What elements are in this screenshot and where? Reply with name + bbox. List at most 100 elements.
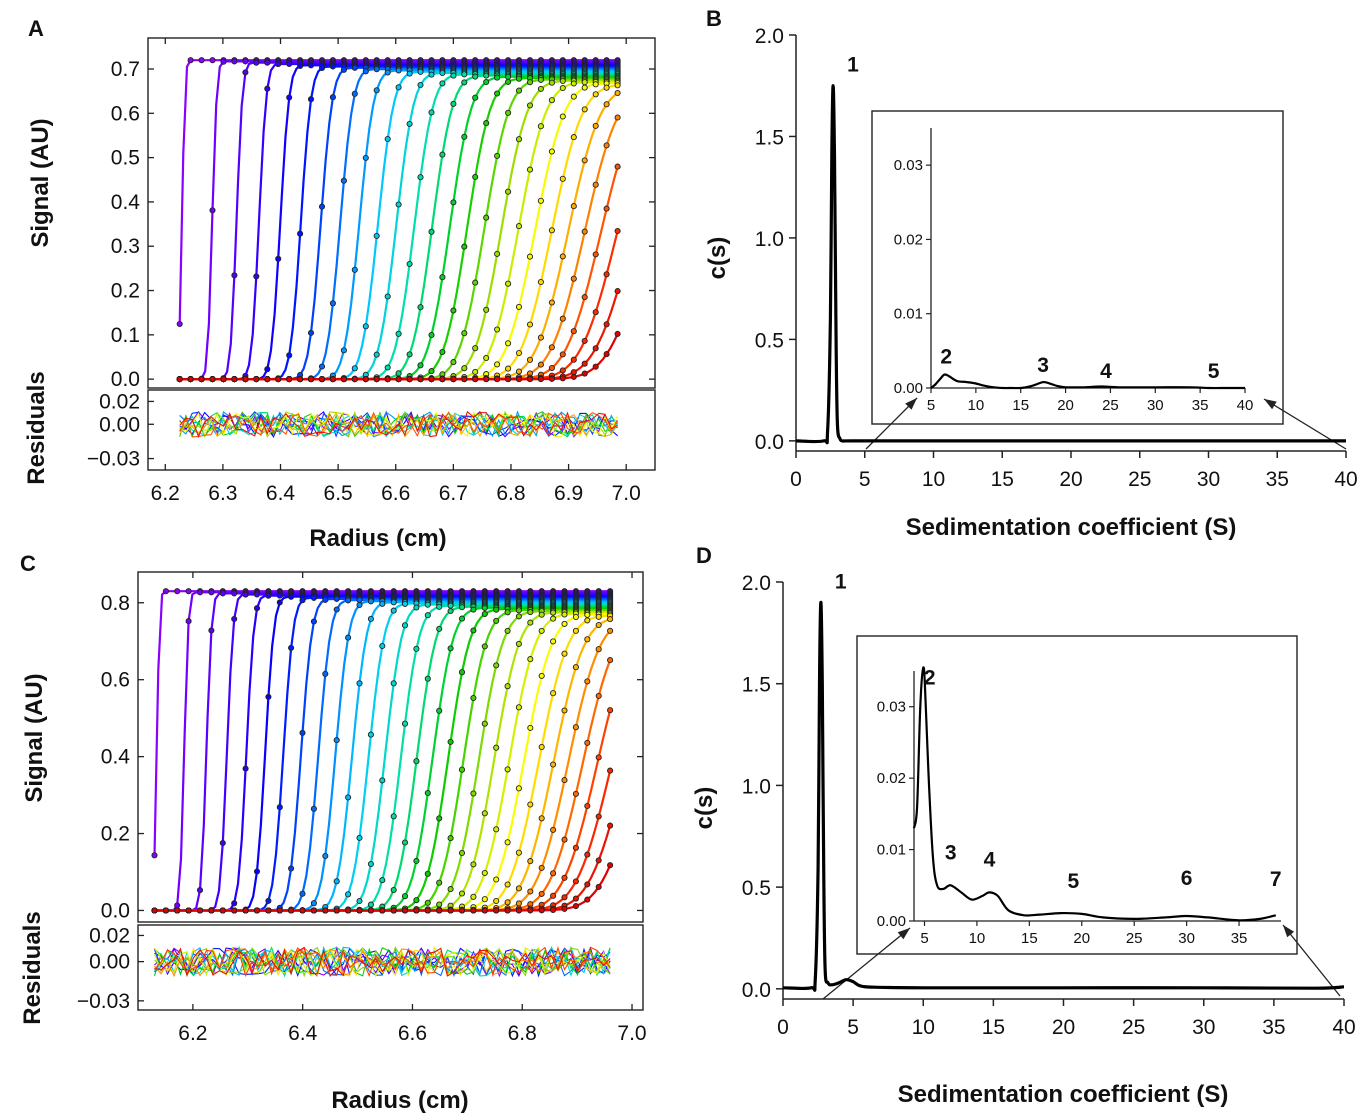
data-point	[570, 93, 577, 100]
data-point	[362, 376, 369, 383]
data-point	[614, 82, 621, 89]
panel-b: B 0.00.51.01.52.00 5 10 15 20 25 30 35 40 0.000.…	[704, 6, 1358, 541]
residual-trace	[179, 411, 618, 438]
data-point	[572, 878, 579, 885]
data-point	[515, 376, 523, 383]
data-point	[570, 80, 577, 87]
x-tick-label: 7.0	[612, 482, 641, 505]
data-point	[379, 600, 386, 607]
data-point	[176, 320, 183, 328]
y-tick-label: 0.6	[101, 669, 130, 692]
data-point	[390, 886, 397, 894]
data-point	[538, 672, 545, 679]
x-tick-label: 40	[1334, 468, 1357, 491]
data-point	[379, 907, 386, 914]
data-point	[390, 680, 397, 687]
panel-a-residual-traces	[179, 410, 619, 439]
data-point	[450, 359, 457, 366]
data-point	[322, 670, 329, 677]
data-point	[196, 589, 204, 596]
y-tick-label: 0.2	[111, 280, 140, 303]
data-point	[570, 134, 577, 141]
data-point	[401, 622, 409, 629]
inset-y-tick-label: 0.02	[894, 231, 923, 248]
panel-c-residuals-label: Residuals	[19, 911, 46, 1024]
data-point	[310, 907, 317, 914]
data-point	[548, 375, 555, 382]
data-point	[537, 278, 544, 286]
data-point	[439, 348, 446, 356]
data-point	[581, 370, 588, 377]
data-point	[614, 330, 621, 337]
data-point	[413, 645, 420, 652]
inset-x-tick-label: 10	[969, 930, 986, 947]
data-point	[424, 675, 431, 682]
data-point	[424, 789, 431, 797]
zoom-arrow-head	[1264, 399, 1277, 410]
data-point	[607, 657, 614, 664]
zoom-arrow-line	[1282, 924, 1341, 997]
data-point	[151, 852, 158, 859]
panel-a-residuals-label: Residuals	[23, 371, 50, 484]
zoom-arrow-line	[822, 927, 911, 1000]
data-point	[242, 907, 249, 914]
data-point	[494, 250, 501, 257]
data-point	[470, 627, 477, 634]
data-point	[351, 64, 358, 71]
data-point	[515, 849, 522, 856]
inset-x-tick-label: 5	[927, 397, 935, 414]
data-point	[447, 607, 454, 615]
data-point	[384, 69, 391, 76]
data-point	[340, 177, 347, 184]
data-point	[318, 203, 326, 210]
data-point	[483, 78, 490, 86]
data-point	[436, 603, 443, 610]
data-point	[318, 376, 326, 383]
data-point	[406, 70, 413, 77]
resid-tick-label: 0.02	[89, 924, 130, 947]
data-point	[527, 609, 534, 616]
data-point	[264, 85, 271, 92]
data-point	[561, 905, 568, 912]
data-point	[527, 724, 534, 731]
data-point	[288, 907, 295, 914]
data-point	[395, 376, 402, 383]
data-point	[461, 376, 468, 383]
x-tick-label: 40	[1332, 1016, 1355, 1039]
data-point	[515, 785, 522, 792]
data-point	[461, 330, 468, 337]
data-point	[472, 173, 479, 181]
y-tick-label: 0.0	[111, 368, 140, 391]
data-point	[472, 279, 479, 286]
data-point	[265, 897, 272, 904]
data-point	[494, 90, 501, 97]
data-point	[470, 694, 477, 702]
data-point	[607, 616, 614, 623]
data-point	[307, 62, 315, 69]
data-point	[413, 758, 420, 765]
data-point	[581, 157, 588, 164]
data-point	[493, 876, 500, 883]
y-tick-label: 1.5	[742, 674, 771, 697]
inset-x-tick-label: 15	[1012, 397, 1029, 414]
data-point	[276, 804, 283, 811]
inset-x-tick-label: 35	[1192, 397, 1209, 414]
data-point	[417, 68, 424, 75]
data-point	[395, 370, 402, 377]
zoom-arrow-head	[897, 928, 910, 940]
x-tick-label: 25	[1122, 1016, 1145, 1039]
data-point	[581, 79, 588, 86]
panel-a-main-frame	[147, 37, 656, 389]
data-point	[538, 627, 545, 634]
y-tick-label: 0.2	[101, 823, 130, 846]
data-point	[483, 306, 490, 313]
data-point	[351, 90, 358, 97]
data-point	[356, 907, 363, 914]
x-tick-label: 25	[1128, 468, 1151, 491]
data-point	[538, 907, 545, 914]
data-point	[345, 907, 352, 914]
data-point	[275, 61, 282, 68]
data-point	[515, 885, 522, 892]
data-point	[253, 59, 260, 66]
panel-c-axes: 0.0 0.2 0.4 0.6 0.8 0.02 0.00 −0.03 6.2 6.4 6.6 6.8…	[77, 572, 647, 1045]
